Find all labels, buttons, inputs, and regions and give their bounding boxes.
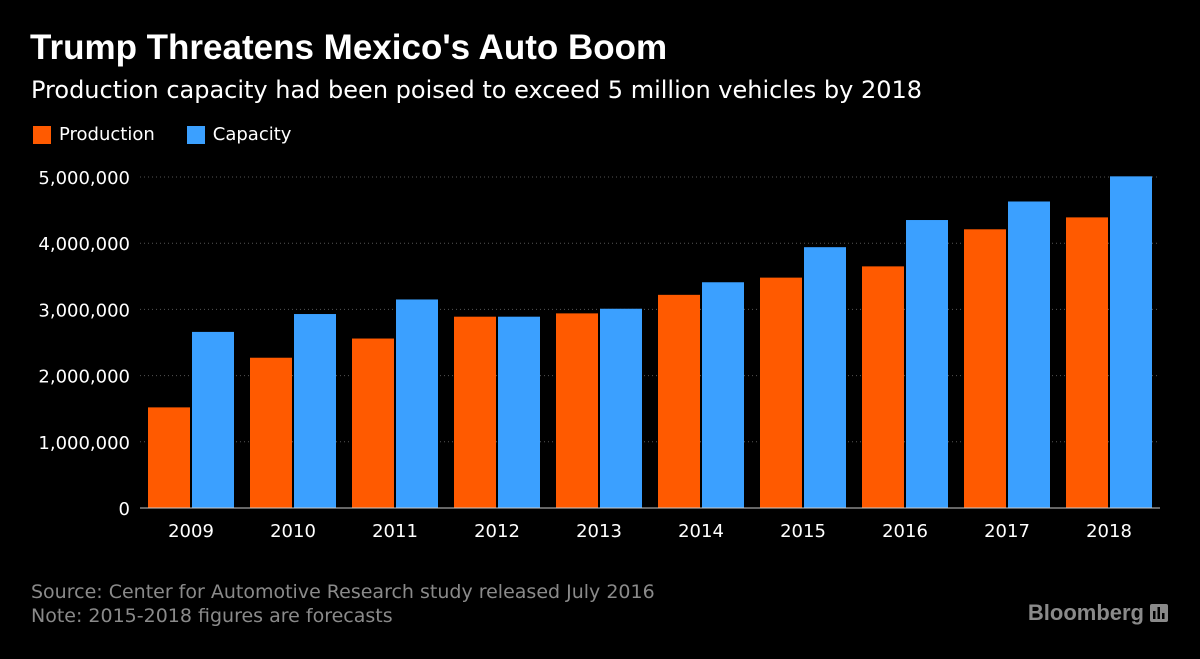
y-tick-label: 1,000,000 [38,433,130,454]
legend-label-production: Production [59,124,155,145]
x-tick-label: 2010 [270,521,316,542]
bar-production-2010 [250,357,292,508]
bar-capacity-2010 [294,314,336,508]
x-tick-label: 2013 [576,521,622,542]
x-tick-label: 2017 [984,521,1030,542]
bar-capacity-2012 [498,316,540,508]
bar-capacity-2011 [396,299,438,508]
source-note: Source: Center for Automotive Research s… [31,581,655,603]
y-tick-label: 0 [119,499,130,520]
legend-item-production: Production [33,124,155,145]
bar-capacity-2017 [1008,201,1050,508]
bar-capacity-2015 [804,247,846,508]
bar-production-2013 [556,313,598,508]
legend-swatch-capacity [186,125,205,144]
y-tick-label: 4,000,000 [38,234,130,255]
bar-production-2016 [862,266,904,508]
legend-label-capacity: Capacity [212,124,292,145]
y-tick-label: 3,000,000 [38,300,130,321]
legend-item-capacity: Capacity [186,124,292,145]
bar-production-2014 [658,294,700,508]
bar-production-2009 [148,407,190,508]
y-tick-label: 2,000,000 [38,367,130,388]
bar-capacity-2009 [192,331,234,508]
brand: Bloomberg [1028,600,1168,626]
legend: Production Capacity [33,124,323,145]
x-tick-label: 2014 [678,521,724,542]
bloomberg-bars-icon [1150,604,1168,622]
bar-production-2011 [352,338,394,508]
bar-capacity-2016 [906,220,948,508]
forecast-note: Note: 2015-2018 figures are forecasts [31,605,393,627]
x-tick-label: 2012 [474,521,520,542]
x-tick-label: 2009 [168,521,214,542]
bar-production-2018 [1066,217,1108,508]
bar-capacity-2014 [702,282,744,508]
bar-production-2012 [454,316,496,508]
bar-capacity-2013 [600,308,642,508]
bar-chart: 0 1,000,000 2,000,000 3,000,000 4,000,000 5,0… [38,168,1160,542]
brand-name: Bloomberg [1027,600,1144,625]
bar-production-2015 [760,277,802,508]
y-tick-label: 5,000,000 [38,168,130,189]
x-tick-label: 2015 [780,521,826,542]
bar-capacity-2018 [1110,176,1152,508]
x-tick-label: 2018 [1086,521,1132,542]
bar-production-2017 [964,229,1006,508]
x-tick-label: 2016 [882,521,928,542]
legend-swatch-production [33,125,51,144]
chart-title: Trump Threatens Mexico's Auto Boom [30,28,668,67]
footer: Source: Center for Automotive Research s… [31,580,655,628]
x-tick-label: 2011 [372,521,418,542]
chart-subtitle: Production capacity had been poised to e… [31,76,923,104]
